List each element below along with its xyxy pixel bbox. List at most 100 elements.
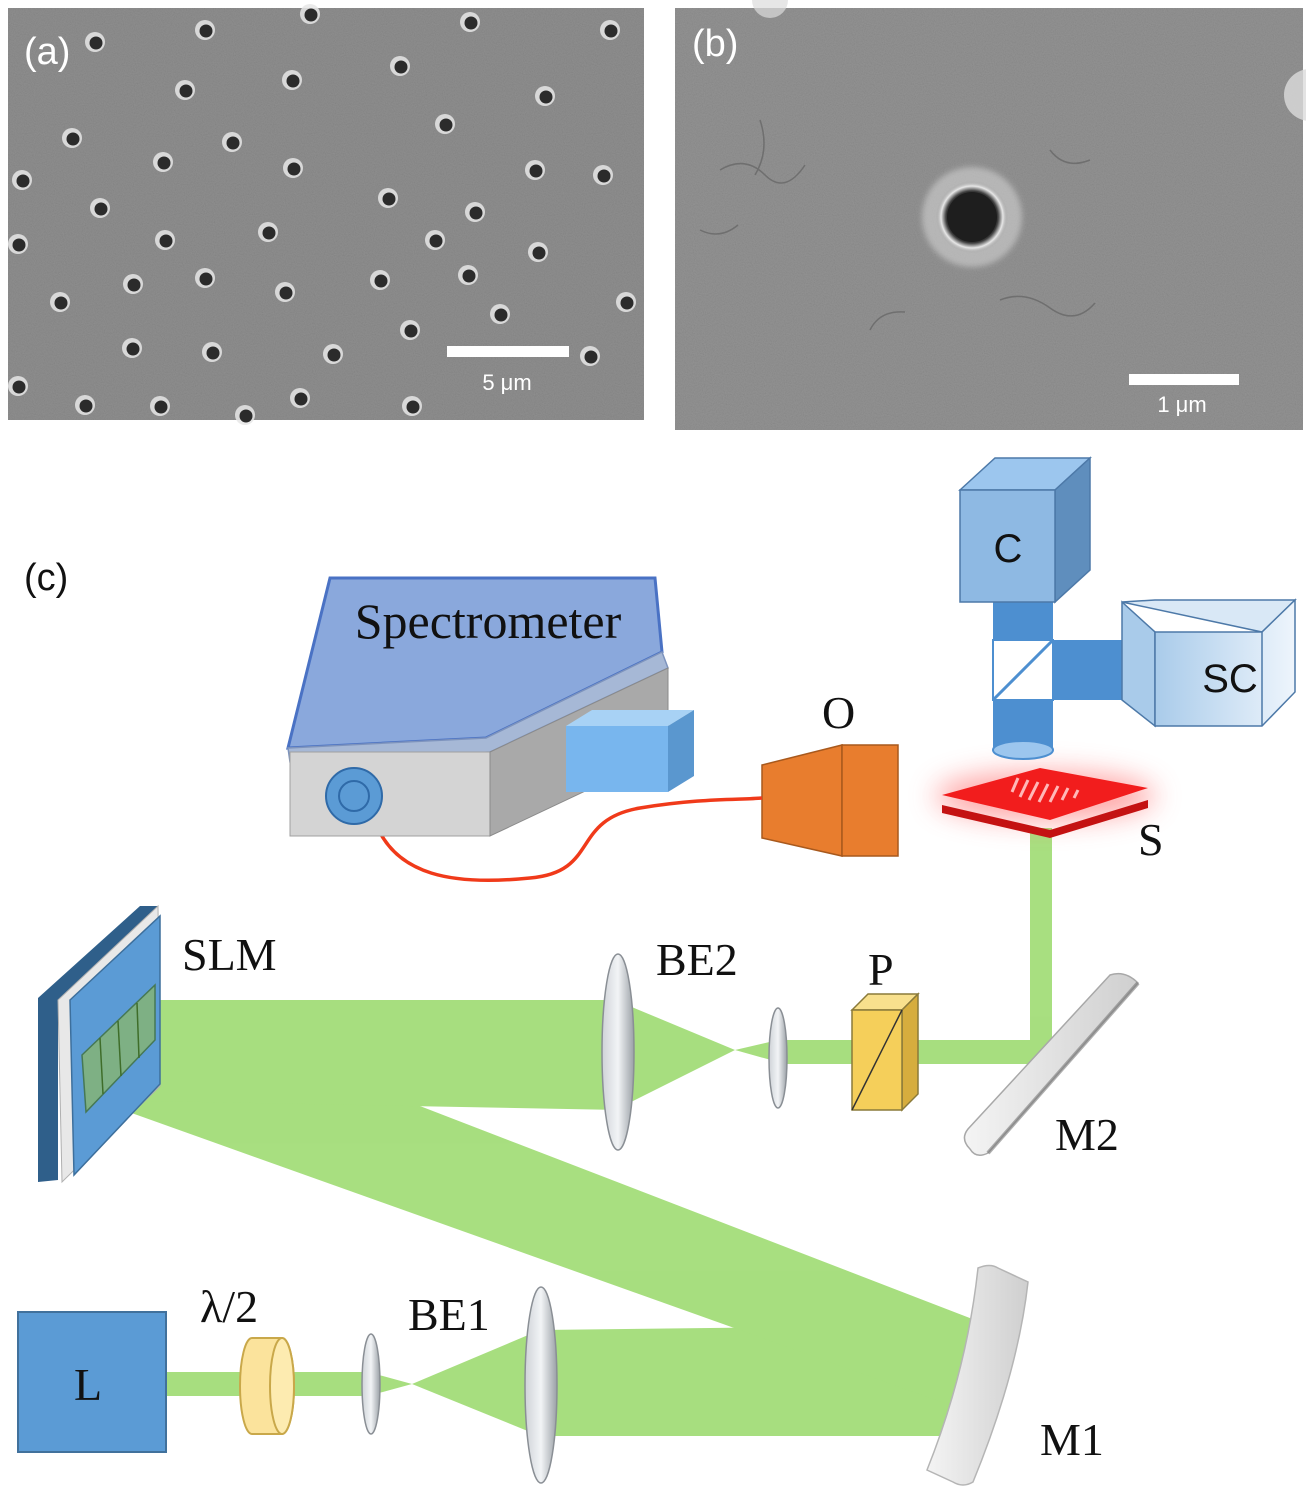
fiber-input-port xyxy=(325,767,383,825)
slm-side xyxy=(38,906,158,1182)
objective-barrel xyxy=(841,744,899,857)
laser-box xyxy=(17,1311,167,1453)
polarizer: P xyxy=(850,944,920,1112)
beam-slm-to-be2 xyxy=(95,1000,620,1110)
fiber-input-port-inner xyxy=(338,780,370,812)
laser-beams xyxy=(95,828,1052,1436)
surface-crack xyxy=(699,119,1096,331)
optical-fiber xyxy=(370,796,763,883)
hole xyxy=(429,234,443,248)
hole xyxy=(294,392,308,406)
hole xyxy=(597,169,611,183)
hole xyxy=(462,269,476,283)
hole xyxy=(89,36,103,50)
hole xyxy=(179,84,193,98)
sem-panel-a: (a) 5 μm xyxy=(8,4,644,425)
hole xyxy=(199,24,213,38)
sc-label: SC xyxy=(1202,657,1258,701)
slm-label: SLM xyxy=(182,929,277,980)
sample: S xyxy=(935,768,1164,865)
hole xyxy=(12,380,26,394)
hole xyxy=(394,60,408,74)
detector-front xyxy=(566,726,668,792)
detector-side xyxy=(668,710,694,792)
hole xyxy=(54,296,68,310)
imaging-assembly: C SC xyxy=(958,456,1297,760)
panel-label-b: (b) xyxy=(692,23,738,65)
slm-pixel-line xyxy=(99,1037,104,1095)
be2-large-lens xyxy=(601,953,635,1151)
be1-label: BE1 xyxy=(408,1289,490,1340)
slm-pixel-line xyxy=(136,1002,140,1059)
hole xyxy=(464,16,478,30)
hole xyxy=(539,90,553,104)
polarizer-label: P xyxy=(868,944,894,995)
hole xyxy=(94,202,108,216)
objective: O xyxy=(761,687,899,857)
mirror-m1-label: M1 xyxy=(1040,1414,1104,1465)
sample-top xyxy=(942,768,1148,820)
detector-top xyxy=(566,710,694,726)
laser: L xyxy=(17,1311,167,1453)
panel-label-c: (c) xyxy=(24,557,68,599)
hole xyxy=(157,156,171,170)
polarizer-diagonal xyxy=(851,1009,903,1111)
camera-front xyxy=(959,489,1056,603)
nanohole-core xyxy=(947,192,997,242)
mirror-m2-label: M2 xyxy=(1055,1109,1119,1160)
beam-be2-expand xyxy=(735,1040,778,1062)
sample-side xyxy=(942,800,1148,838)
hole xyxy=(12,238,26,252)
mirror-m2: M2 xyxy=(963,972,1140,1160)
edge-hole-top xyxy=(752,0,788,18)
beam-expander-2: BE2 xyxy=(601,934,788,1151)
hole xyxy=(127,278,141,292)
mirror-m2-edge xyxy=(986,981,1140,1155)
hole xyxy=(279,286,293,300)
slm-pixel-line xyxy=(117,1020,122,1077)
spectrometer-label: Spectrometer xyxy=(355,593,622,649)
edge-hole xyxy=(1284,69,1306,121)
hole xyxy=(620,296,634,310)
objective-label: O xyxy=(822,687,855,738)
hole-array xyxy=(8,4,636,425)
hole xyxy=(286,74,300,88)
imaging-tube-lens xyxy=(992,740,1054,760)
hole xyxy=(199,272,213,286)
scale-bar-label-a: 5 μm xyxy=(482,370,531,395)
panel-label-a: (a) xyxy=(24,31,70,73)
half-wave-plate-face xyxy=(269,1337,295,1435)
mirror-m1: M1 xyxy=(926,1264,1104,1486)
hole xyxy=(154,400,168,414)
sample-label: S xyxy=(1138,814,1164,865)
hole xyxy=(374,274,388,288)
scale-bar-a xyxy=(447,346,569,357)
imaging-tube-upper xyxy=(993,600,1053,640)
hole xyxy=(382,192,396,206)
half-wave-plate-label: λ/2 xyxy=(200,1281,258,1332)
hole xyxy=(304,8,318,22)
hole xyxy=(126,342,140,356)
beam-be2-focus xyxy=(615,1000,735,1110)
slm: SLM xyxy=(38,904,277,1184)
be1-small-lens xyxy=(361,1333,381,1435)
scale-bar-b xyxy=(1129,374,1239,385)
sc-front xyxy=(1121,600,1156,728)
mirror-m2-body xyxy=(963,972,1140,1156)
hole xyxy=(532,246,546,260)
be2-label: BE2 xyxy=(656,934,738,985)
beamsplitter-diagonal xyxy=(991,638,1055,702)
hole xyxy=(404,324,418,338)
spectrometer: Spectrometer xyxy=(286,576,694,837)
laser-label: L xyxy=(74,1359,102,1410)
beam-be1-expand xyxy=(412,1330,540,1436)
imaging-tube-side xyxy=(1053,640,1133,700)
sample-pattern xyxy=(1010,777,1080,803)
hole xyxy=(262,226,276,240)
hole xyxy=(494,308,508,322)
hole xyxy=(439,118,453,132)
hole xyxy=(159,234,173,248)
hole xyxy=(604,24,618,38)
polarizer-side xyxy=(901,992,919,1112)
